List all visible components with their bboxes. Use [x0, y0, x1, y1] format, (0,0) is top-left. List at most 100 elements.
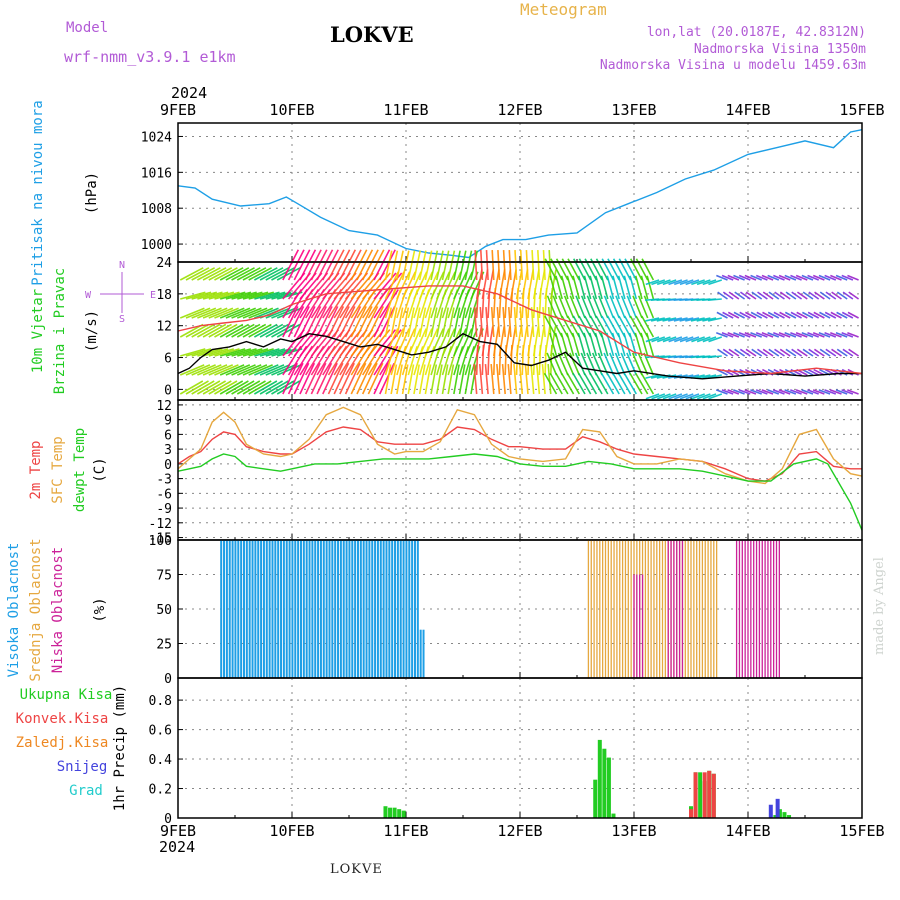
- wind-arrow: [282, 249, 300, 281]
- wind-arrow: [316, 362, 333, 395]
- wind-arrow: [242, 380, 266, 395]
- cloud-bar: [297, 540, 300, 678]
- wind-arrow: [836, 291, 848, 300]
- wind-arrow: [492, 269, 500, 300]
- wind-arrow: [219, 380, 244, 395]
- wind-arrow: [796, 291, 808, 300]
- wind-arrow: [236, 267, 261, 281]
- ylabel-cloud2: Niska Oblacnost: [50, 547, 66, 673]
- wind-arrow: [679, 336, 694, 343]
- wind-arrow: [248, 307, 274, 319]
- y-tick-label: 75: [156, 569, 172, 584]
- wind-arrow: [458, 328, 473, 357]
- y-tick-label: 1000: [141, 238, 172, 253]
- wind-arrow: [656, 317, 671, 322]
- wind-arrow: [293, 362, 310, 395]
- wind-arrow: [824, 274, 837, 281]
- wind-arrow: [208, 380, 232, 395]
- wind-arrow: [208, 323, 232, 338]
- wind-arrow: [784, 311, 797, 319]
- wind-arrow: [350, 306, 367, 338]
- precip-bar: [689, 809, 693, 818]
- cloud-bar: [391, 540, 394, 678]
- cloud-bar: [362, 540, 365, 678]
- wind-arrow: [496, 364, 501, 395]
- wind-arrow: [612, 315, 626, 338]
- wind-arrow: [185, 380, 209, 395]
- cloud-bar: [225, 540, 228, 678]
- wind-arrow: [744, 274, 757, 281]
- wind-arrow: [708, 336, 723, 343]
- cloud-bar: [242, 540, 245, 678]
- wind-arrow: [498, 269, 506, 300]
- wind-arrow: [808, 348, 820, 357]
- wind-arrow: [253, 380, 278, 395]
- wind-arrow: [265, 348, 291, 357]
- wind-arrow: [727, 331, 740, 338]
- series-precip-2: [768, 798, 780, 818]
- y-tick-label: 24: [156, 256, 172, 271]
- wind-arrow: [265, 307, 291, 319]
- wind-arrow: [738, 331, 751, 338]
- wind-arrow: [447, 307, 455, 338]
- wind-arrow: [708, 393, 723, 400]
- wind-arrow: [214, 291, 240, 300]
- wind-arrow: [586, 295, 598, 319]
- wind-arrow: [453, 307, 461, 338]
- day-label-bottom: 14FEB: [725, 822, 770, 840]
- wind-arrow: [728, 348, 740, 357]
- wind-arrow: [824, 389, 837, 395]
- wind-arrow: [384, 250, 393, 281]
- wind-arrow: [751, 291, 763, 300]
- wind-arrow: [219, 291, 246, 300]
- cloud-bar: [419, 629, 422, 678]
- wind-arrow: [237, 291, 263, 300]
- wind-arrow: [620, 295, 632, 319]
- grid-pressure: [178, 123, 862, 262]
- model-name: wrf-nmm_v3.9.1 e1km: [64, 48, 236, 66]
- wind-arrow: [761, 274, 774, 281]
- wind-arrow: [254, 307, 279, 319]
- wind-arrow: [696, 336, 711, 343]
- wind-arrow: [191, 380, 215, 395]
- wind-arrow: [407, 307, 415, 338]
- wind-arrow: [384, 364, 392, 395]
- wind-arrow: [674, 279, 688, 286]
- wind-arrow: [835, 389, 848, 395]
- wind-arrow: [784, 331, 797, 338]
- series-cloud-2: [633, 540, 780, 678]
- precip-bar: [775, 798, 780, 818]
- wind-arrow: [717, 348, 728, 357]
- wind-arrow: [196, 323, 221, 338]
- wind-arrow: [356, 362, 373, 395]
- wind-arrow: [507, 307, 512, 338]
- wind-arrow: [779, 291, 791, 300]
- wind-arrow: [601, 315, 615, 338]
- wind-arrow: [248, 323, 272, 338]
- day-label-bottom: 10FEB: [269, 822, 314, 840]
- wind-arrow: [413, 328, 427, 357]
- wind-arrow: [707, 298, 722, 302]
- wind-arrow: [813, 311, 825, 319]
- wind-arrow: [519, 307, 524, 338]
- wind-arrow: [583, 372, 598, 395]
- day-label-top: 11FEB: [383, 101, 428, 119]
- wind-arrow: [595, 315, 609, 338]
- wind-arrow: [373, 249, 391, 281]
- wind-arrow: [842, 348, 854, 357]
- year-bottom: 2024: [159, 838, 196, 856]
- wind-arrow: [640, 372, 655, 395]
- wind-arrow: [722, 311, 734, 319]
- cloud-bar: [317, 540, 320, 678]
- wind-arrow: [717, 291, 728, 300]
- wind-arrow: [185, 348, 212, 357]
- wind-arrow: [603, 352, 615, 376]
- wind-arrow: [396, 307, 404, 338]
- wind-arrow: [530, 307, 535, 338]
- cloud-bar: [260, 540, 263, 678]
- series-line-wind-1: [177, 285, 863, 375]
- wind-arrow: [310, 362, 327, 395]
- wind-arrow: [623, 372, 637, 395]
- legend-precip-4: Grad: [69, 783, 103, 799]
